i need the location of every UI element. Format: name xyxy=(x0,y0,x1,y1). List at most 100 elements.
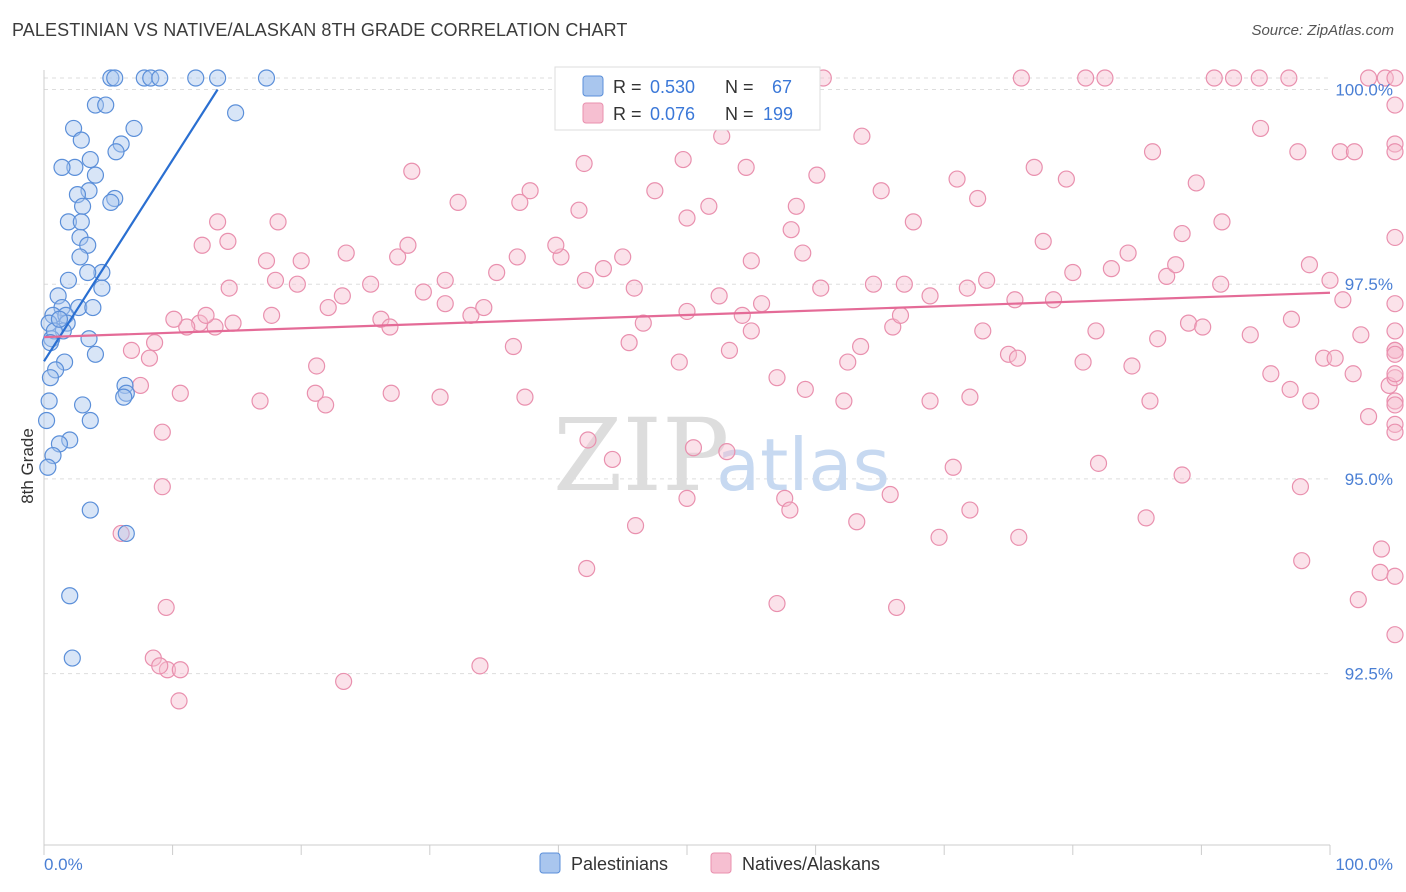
natives-alaskans-point xyxy=(718,443,736,461)
natives-alaskans-point xyxy=(504,337,522,356)
natives-alaskans-point xyxy=(362,275,380,293)
natives-alaskans-point xyxy=(620,334,638,352)
x-tick-label-1: 100.0% xyxy=(1335,855,1393,874)
natives-alaskans-point xyxy=(888,598,906,617)
natives-alaskans-point xyxy=(678,489,696,507)
natives-alaskans-point xyxy=(511,193,529,212)
palestinians-point xyxy=(151,69,169,87)
natives-alaskans-point xyxy=(131,376,150,395)
natives-alaskans-point xyxy=(333,287,351,305)
natives-alaskans-point xyxy=(1205,69,1223,87)
natives-alaskans-point xyxy=(319,298,337,317)
tick-labels: 100.0% 97.5% 95.0% 92.5% 0.0% 100.0% xyxy=(44,80,1393,874)
natives-alaskans-point xyxy=(209,213,227,231)
natives-alaskans-point xyxy=(1158,267,1176,286)
natives-alaskans-point xyxy=(158,661,177,679)
natives-alaskans-point xyxy=(852,337,870,356)
legend-r-value-2: 0.076 xyxy=(650,104,695,124)
bottom-legend-swatch-natives xyxy=(710,852,732,874)
palestinians-point xyxy=(81,150,99,169)
natives-alaskans-point xyxy=(921,287,939,305)
natives-alaskans-point xyxy=(1213,213,1231,231)
natives-alaskans-point xyxy=(808,166,826,184)
natives-alaskans-point xyxy=(733,306,751,324)
watermark-zip: ZIP xyxy=(553,397,729,514)
natives-alaskans-point xyxy=(1179,314,1198,332)
natives-alaskans-point xyxy=(1077,69,1095,87)
natives-alaskans-point xyxy=(403,162,421,180)
natives-alaskans-point xyxy=(1281,380,1299,398)
natives-alaskans-point xyxy=(153,478,171,496)
palestinians-point xyxy=(81,501,99,519)
natives-alaskans-point xyxy=(812,279,830,297)
natives-alaskans-point xyxy=(170,692,188,710)
natives-alaskans-point xyxy=(1102,260,1120,278)
natives-alaskans-point xyxy=(1344,365,1362,383)
natives-alaskans-point xyxy=(1376,69,1394,87)
natives-alaskans-point xyxy=(969,189,987,208)
natives-alaskans-point xyxy=(853,127,871,145)
natives-alaskans-point xyxy=(881,485,899,504)
palestinians-point xyxy=(209,69,227,87)
natives-alaskans-point xyxy=(864,275,883,293)
natives-alaskans-point xyxy=(1119,244,1137,262)
natives-alaskans-point xyxy=(1187,174,1205,192)
natives-alaskans-point xyxy=(1386,365,1404,383)
natives-alaskans-point xyxy=(1212,275,1230,293)
natives-alaskans-point xyxy=(1251,119,1270,138)
natives-alaskans-point xyxy=(768,594,786,613)
natives-alaskans-point xyxy=(1386,369,1404,387)
natives-alaskans-point xyxy=(449,193,467,212)
natives-alaskans-point xyxy=(1300,256,1319,274)
natives-alaskans-point xyxy=(674,150,692,169)
palestinians-point xyxy=(79,263,97,282)
natives-alaskans-point xyxy=(872,182,890,200)
palestinians-point xyxy=(63,649,81,667)
natives-alaskans-point xyxy=(1386,567,1404,585)
natives-alaskans-point xyxy=(157,598,175,617)
palestinians-point xyxy=(39,458,57,476)
palestinians-point xyxy=(73,396,92,414)
natives-alaskans-point xyxy=(594,260,613,278)
natives-alaskans-point xyxy=(165,310,183,328)
natives-alaskans-point xyxy=(720,341,739,360)
natives-alaskans-point xyxy=(436,295,454,313)
natives-alaskans-point xyxy=(1386,626,1404,644)
natives-alaskans-point xyxy=(839,353,857,371)
palestinians-point xyxy=(97,96,115,114)
natives-alaskans-point xyxy=(1173,466,1191,484)
legend-n-label-1: N = xyxy=(725,77,754,97)
natives-alaskans-point xyxy=(958,279,976,297)
natives-alaskans-point xyxy=(1123,357,1141,375)
natives-alaskans-point xyxy=(266,271,285,289)
natives-alaskans-point xyxy=(782,221,800,239)
natives-alaskans-point xyxy=(436,271,454,289)
palestinians-point xyxy=(80,330,98,348)
natives-alaskans-point xyxy=(944,458,962,476)
palestinians-point xyxy=(61,431,79,449)
palestinians-point xyxy=(41,369,60,387)
natives-alaskans-point xyxy=(1096,69,1114,87)
y-tick-label-3: 92.5% xyxy=(1345,665,1393,684)
natives-alaskans-point xyxy=(122,341,141,360)
natives-alaskans-point xyxy=(1250,69,1268,87)
natives-alaskans-point xyxy=(269,213,287,231)
natives-alaskans-point xyxy=(768,369,786,387)
natives-alaskans-point xyxy=(579,431,597,449)
gridlines xyxy=(44,77,1330,675)
legend-n-value-2: 199 xyxy=(763,104,793,124)
natives-alaskans-point xyxy=(1334,291,1352,309)
y-axis-label: 8th Grade xyxy=(18,428,37,504)
bottom-legend-swatch-palestinians xyxy=(539,852,561,874)
palestinians-point xyxy=(227,104,245,122)
natives-alaskans-point xyxy=(787,197,805,215)
legend-swatch-natives xyxy=(582,102,604,124)
natives-alaskans-point xyxy=(521,182,539,200)
natives-alaskans-point xyxy=(1386,96,1404,114)
natives-alaskans-point xyxy=(1025,158,1043,176)
legend-n-label-2: N = xyxy=(725,104,754,124)
natives-alaskans-point xyxy=(1291,478,1310,496)
natives-alaskans-point xyxy=(978,271,996,289)
natives-alaskans-point xyxy=(1359,69,1378,87)
